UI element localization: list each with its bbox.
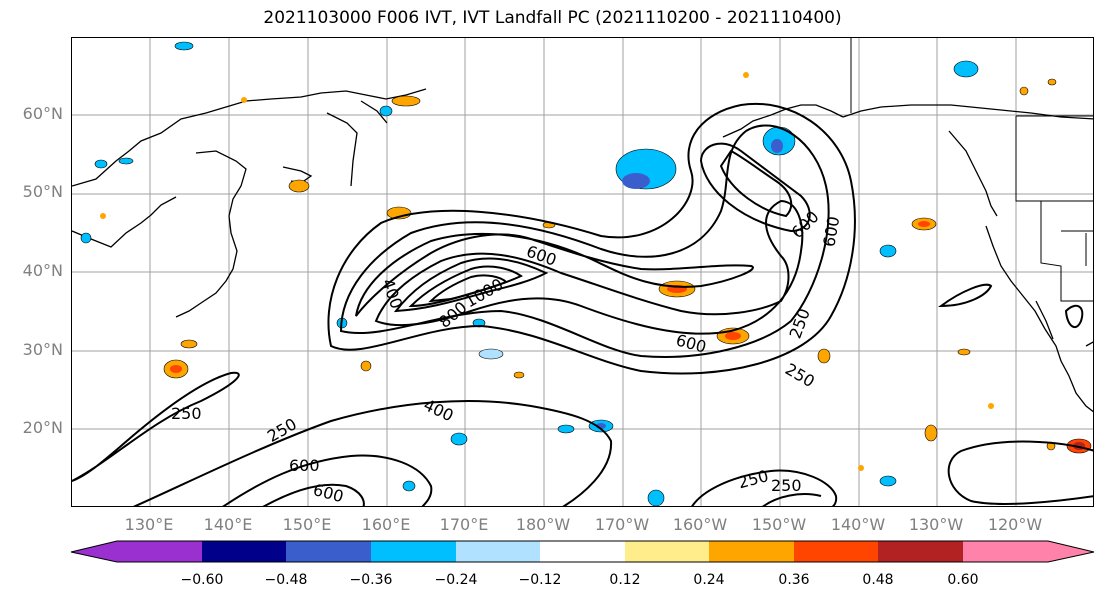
contour-labels: 250 250 250 250 250 250 400 400 600 600 … [171, 207, 843, 506]
contour-label: 250 [771, 476, 802, 495]
graticule [72, 38, 1093, 506]
contour-label: 250 [782, 359, 818, 391]
lon-label-130e: 130°E [124, 515, 174, 534]
colorbar-tick-label: −0.48 [264, 572, 308, 588]
colorbar-tick-label: 0.60 [947, 572, 979, 588]
lon-label-160e: 160°E [361, 515, 411, 534]
map-title: 2021103000 F006 IVT, IVT Landfall PC (20… [263, 8, 842, 28]
colorbar-outline [70, 540, 1095, 563]
lon-label-160w: 160°W [672, 515, 728, 534]
ivt-contours [72, 102, 1093, 506]
contour-label: 600 [289, 456, 320, 475]
colorbar-tick-label: −0.60 [180, 572, 224, 588]
colorbar-segment [709, 541, 794, 562]
shading-patches [80, 41, 1092, 506]
contour-label: 600 [788, 207, 823, 242]
contour-label: 250 [786, 306, 814, 341]
contour-label: 400 [421, 395, 457, 425]
contour-label: 250 [171, 404, 202, 423]
colorbar-segment [117, 541, 202, 562]
lon-label-130w: 130°W [908, 515, 964, 534]
colorbar-tick-label: 0.12 [609, 572, 641, 588]
colorbar-tick-label: −0.12 [518, 572, 562, 588]
lon-label-150e: 150°E [282, 515, 332, 534]
colorbar-segment [625, 541, 709, 562]
lon-label-140w: 140°W [830, 515, 886, 534]
colorbar [70, 540, 1095, 563]
colorbar-tick-label: 0.48 [862, 572, 894, 588]
contour-label: 400 [378, 276, 406, 311]
colorbar-segment [71, 541, 117, 562]
colorbar-segment [878, 541, 963, 562]
colorbar-tick-label: −0.36 [349, 572, 393, 588]
lat-label-50n: 50°N [22, 182, 63, 201]
colorbar-segment [202, 541, 286, 562]
colorbar-segment [794, 541, 878, 562]
contour-label: 1000 [462, 275, 507, 312]
map-panel: 250 250 250 250 250 250 400 400 600 600 … [71, 37, 1094, 507]
lat-label-40n: 40°N [22, 261, 63, 280]
coastlines [72, 88, 1093, 413]
lon-label-170w: 170°W [594, 515, 650, 534]
colorbar-segment [456, 541, 540, 562]
political-borders [850, 38, 1093, 302]
contour-label: 600 [819, 215, 843, 248]
colorbar-segment [286, 541, 371, 562]
lat-label-60n: 60°N [22, 104, 63, 123]
colorbar-tick-label: 0.36 [778, 572, 810, 588]
lon-label-180w: 180°W [515, 515, 571, 534]
colorbar-segment [963, 541, 1048, 562]
lon-label-140e: 140°E [203, 515, 253, 534]
colorbar-segment [1048, 541, 1094, 562]
contour-label: 250 [736, 466, 770, 492]
colorbar-segment [371, 541, 456, 562]
colorbar-tick-label: 0.24 [693, 572, 725, 588]
map-canvas: 250 250 250 250 250 250 400 400 600 600 … [72, 38, 1093, 506]
lon-label-170e: 170°E [439, 515, 489, 534]
lat-label-30n: 30°N [22, 340, 63, 359]
lon-label-120w: 120°W [987, 515, 1043, 534]
colorbar-segment [540, 541, 625, 562]
contour-label: 600 [311, 480, 345, 506]
lat-label-20n: 20°N [22, 418, 63, 437]
colorbar-tick-label: −0.24 [434, 572, 478, 588]
lon-label-150w: 150°W [751, 515, 807, 534]
